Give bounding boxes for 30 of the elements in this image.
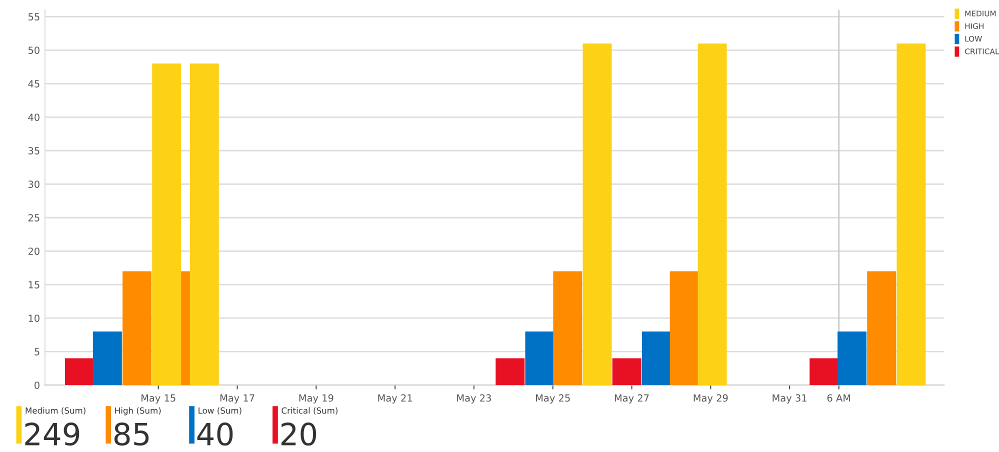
x-tick-label: 6 AM [827, 394, 850, 402]
y-tick-label: 35 [28, 147, 40, 154]
x-tick-label: May 29 [694, 394, 728, 404]
x-tick-label: May 17 [220, 394, 254, 404]
text: 40 [197, 422, 233, 446]
x-tick-label: May 21 [378, 394, 412, 404]
x-tick-label: May 19 [299, 394, 334, 404]
y-tick-label: 55 [28, 13, 40, 20]
y-tick-label: 45 [28, 80, 40, 88]
y-tick-label: 50 [28, 46, 40, 54]
y-tick-label: 10 [28, 314, 40, 322]
text: 85 [114, 422, 149, 446]
x-tick-label: May 25 [536, 394, 570, 404]
y-tick-label: 30 [28, 180, 40, 188]
text: 249 [25, 422, 80, 446]
y-tick-label: 5 [34, 348, 40, 356]
x-tick-label: May 15 [142, 394, 176, 404]
text: Low (Sum) [198, 407, 242, 415]
y-tick-label: 25 [28, 214, 40, 222]
y-tick-label: 0 [34, 382, 40, 389]
x-tick-label: May 31 [772, 394, 806, 404]
x-tick-label: May 23 [457, 394, 491, 404]
text: High (Sum) [115, 407, 161, 416]
y-tick-label: 20 [28, 248, 40, 255]
text: Critical (Sum) [282, 407, 338, 415]
y-tick-label: 15 [28, 281, 40, 288]
text: 20 [281, 422, 316, 446]
text: Medium (Sum) [26, 407, 86, 415]
x-tick-label: May 27 [614, 394, 649, 404]
y-tick-label: 40 [28, 114, 40, 121]
